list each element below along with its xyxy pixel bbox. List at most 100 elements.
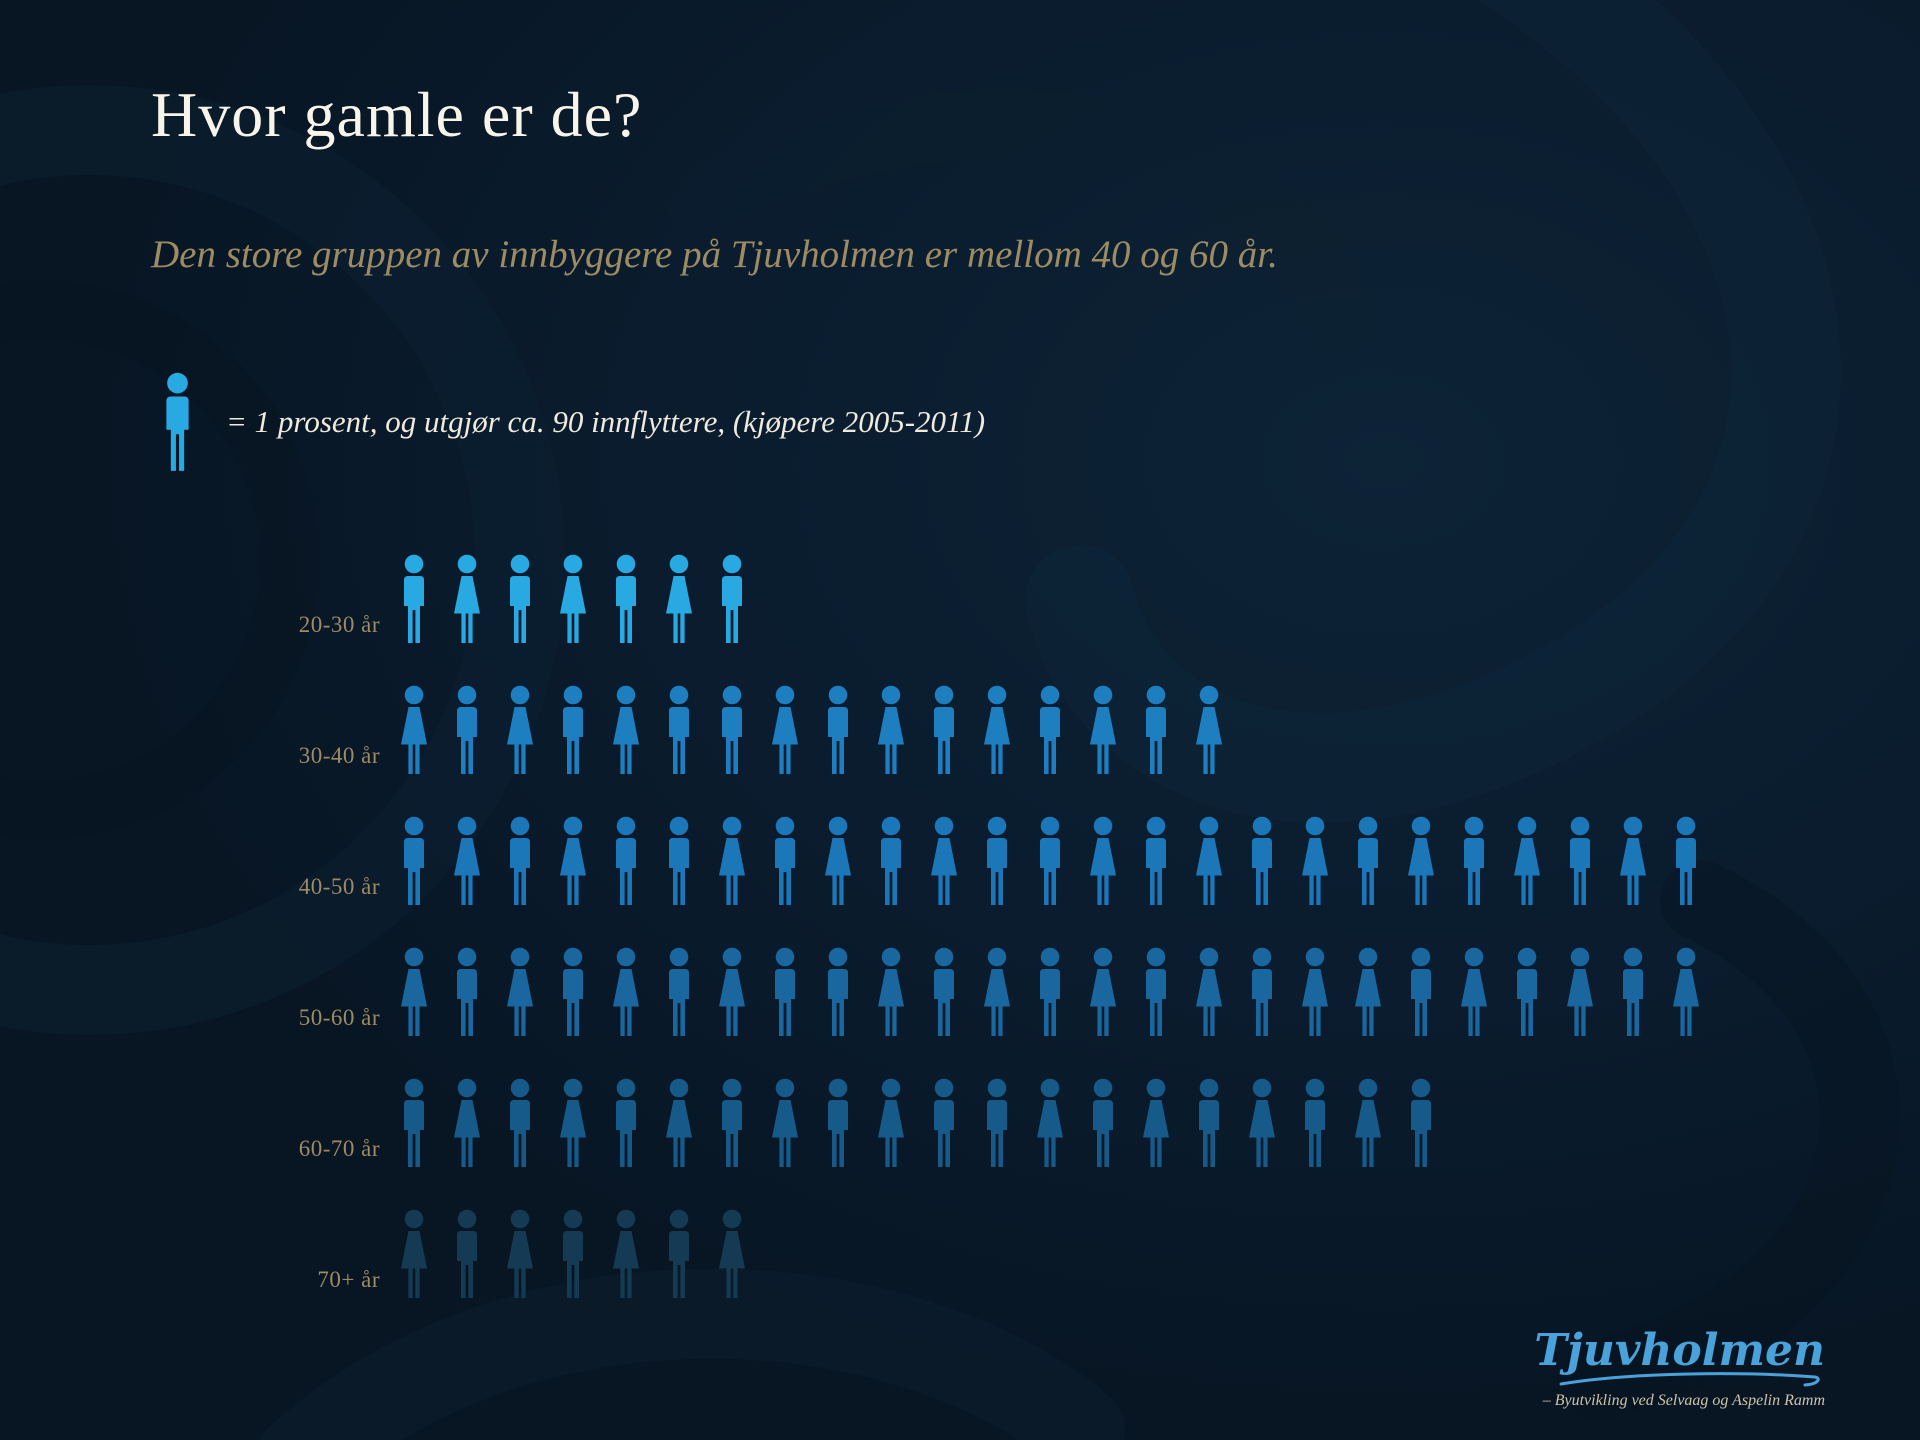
person-icon-male [166,372,189,471]
person-icon-male [616,1078,636,1167]
person-icon-female [613,1209,639,1298]
person-icon-female [454,1078,480,1167]
chart-row-70+-r: 70+ år [0,1207,1920,1299]
person-icon-female [878,685,904,774]
person-icon-male [934,685,954,774]
person-icon-male [722,554,742,643]
person-icon-male [669,1209,689,1298]
person-icon-female [1673,947,1699,1036]
tjuvholmen-logo-text: Tjuvholmen [1534,1324,1825,1376]
person-icon-male [1358,816,1378,905]
chart-row-40-50-r: 40-50 år [0,814,1920,906]
chart-legend: = 1 prosent, og utgjør ca. 90 innflytter… [155,372,985,472]
row-icons [380,685,1229,775]
row-icons [380,816,1706,906]
person-icon-male [775,816,795,905]
person-icon-female [560,554,586,643]
person-icon-female [454,554,480,643]
person-icon-female [1355,947,1381,1036]
person-icon-male [510,1078,530,1167]
row-icons [380,1209,752,1299]
person-icon-female [1302,947,1328,1036]
person-icon-male [669,816,689,905]
person-icon-male [722,1078,742,1167]
person-icon-male [1623,947,1643,1036]
person-icon-male [510,554,530,643]
logo-tagline: – Byutvikling ved Selvaag og Aspelin Ram… [1542,1392,1825,1409]
person-icon-female [719,947,745,1036]
age-chart: 20-30 år 30-40 år 40-50 år 50-60 år 60-70 år… [0,552,1920,1338]
person-icon-male [616,816,636,905]
row-label: 20-30 år [298,612,380,637]
row-label: 40-50 år [298,874,380,899]
person-icon-male [934,947,954,1036]
person-icon-male [404,1078,424,1167]
person-icon-female [984,685,1010,774]
person-icon-female [1090,685,1116,774]
person-icon-male [722,685,742,774]
person-icon-female [560,1078,586,1167]
person-icon-male [616,554,636,643]
person-icon-male [828,1078,848,1167]
person-icon-female [1090,947,1116,1036]
person-icon-female [507,1209,533,1298]
person-icon-female [401,685,427,774]
row-label: 30-40 år [298,743,380,768]
person-icon-female [666,1078,692,1167]
person-icon-male [563,685,583,774]
person-icon-male [1676,816,1696,905]
person-icon-male [828,685,848,774]
person-icon-male [457,1209,477,1298]
person-icon-male [881,816,901,905]
person-icon-male [669,685,689,774]
legend-text: = 1 prosent, og utgjør ca. 90 innflytter… [226,404,986,439]
person-icon-male [404,816,424,905]
person-icon-male [987,816,1007,905]
person-icon-female [613,947,639,1036]
page-subtitle: Den store gruppen av innbyggere på Tjuvh… [151,233,1278,276]
person-icon-male [1146,947,1166,1036]
person-icon-female [1567,947,1593,1036]
person-icon-male [1252,816,1272,905]
person-icon-female [1196,685,1222,774]
person-icon-female [984,947,1010,1036]
person-icon-male [1570,816,1590,905]
person-icon-male [1040,947,1060,1036]
person-icon-male [1146,816,1166,905]
person-icon-male [1040,816,1060,905]
person-icon-male [1411,947,1431,1036]
person-icon-female [1514,816,1540,905]
person-icon-female [666,554,692,643]
person-icon-male [1252,947,1272,1036]
person-icon-male [828,947,848,1036]
person-icon-female [1090,816,1116,905]
person-icon-male [563,1209,583,1298]
row-icons [380,947,1706,1037]
person-icon-female [772,685,798,774]
person-icon-male [1199,1078,1219,1167]
person-icon-female [1196,947,1222,1036]
person-icon-female [1408,816,1434,905]
person-icon-male [1040,685,1060,774]
person-icon-female [560,816,586,905]
page-title: Hvor gamle er de? [151,79,643,150]
person-icon-female [719,816,745,905]
person-icon-male [669,947,689,1036]
person-icon-female [454,816,480,905]
person-icon-female [1620,816,1646,905]
person-icon-female [1461,947,1487,1036]
person-icon-female [825,816,851,905]
person-icon-male [1517,947,1537,1036]
person-icon-female [507,685,533,774]
person-icon-female [1355,1078,1381,1167]
person-icon-female [1249,1078,1275,1167]
person-icon-male [1093,1078,1113,1167]
chart-row-20-30-r: 20-30 år [0,552,1920,644]
person-icon-male [510,816,530,905]
row-icons [380,1078,1441,1168]
row-icons [380,554,752,644]
footer-logo: Tjuvholmen – Byutvikling ved Selvaag og … [1534,1324,1825,1410]
person-icon-male [404,554,424,643]
